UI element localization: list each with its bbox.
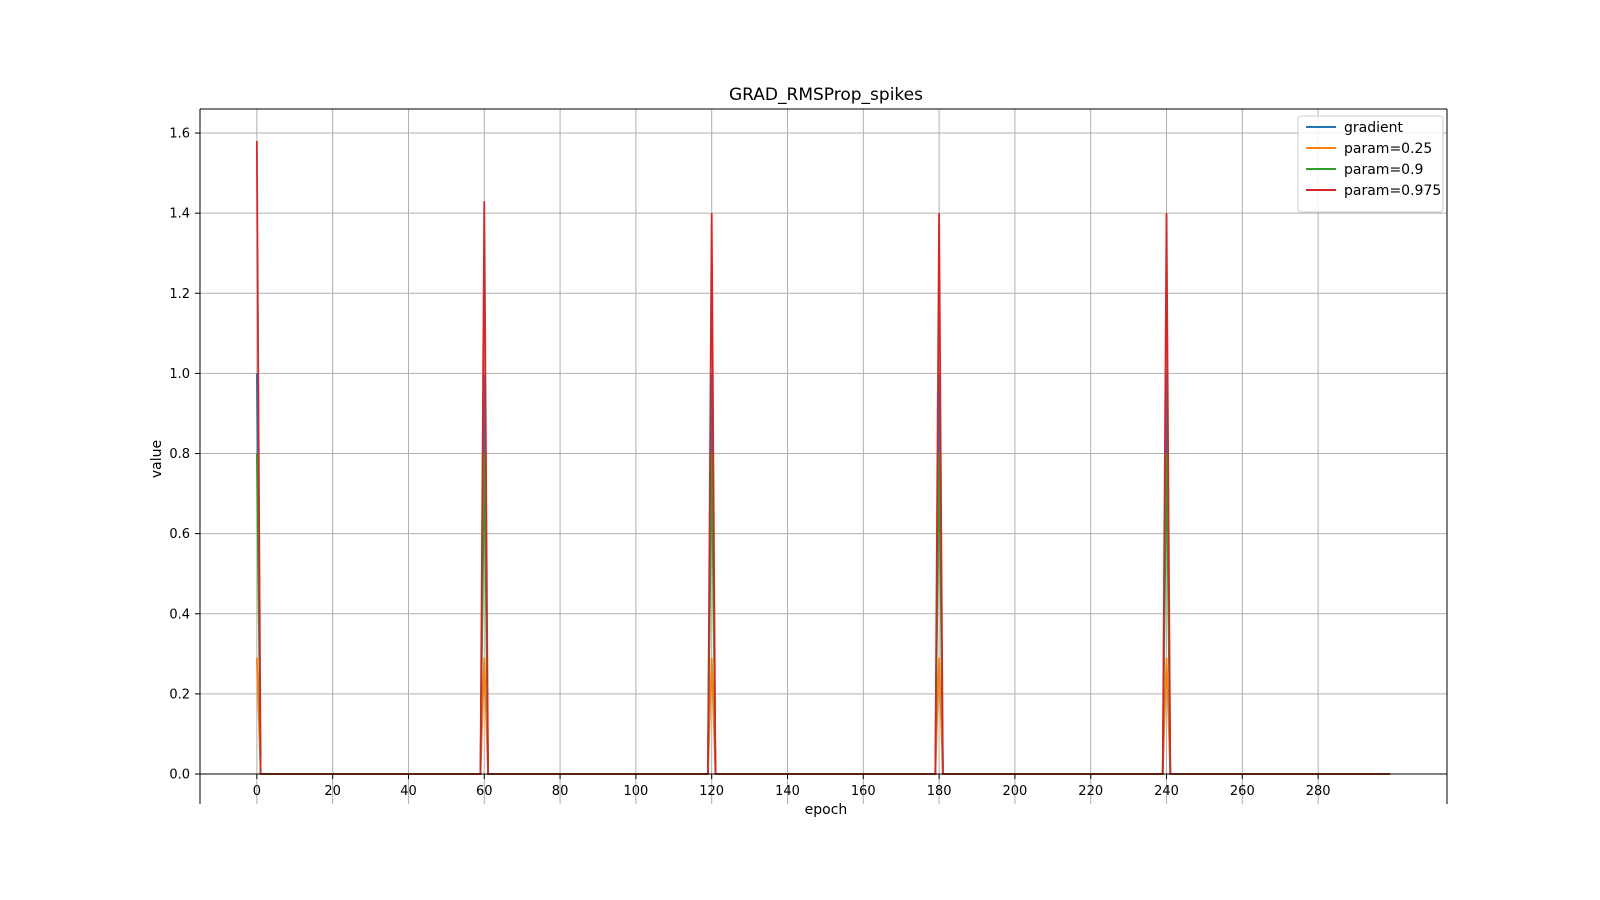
legend-label: param=0.9 (1344, 162, 1423, 178)
x-tick-label: 80 (552, 784, 569, 799)
tick-layer: 0 20 40 60 80 100 120 140 160 180 200 220 240 260 280 0… (169, 127, 1330, 799)
x-tick-label: 240 (1154, 784, 1179, 799)
series-line-param-0-25 (255, 657, 1391, 775)
x-axis-title: epoch (805, 802, 848, 818)
y-tick-label: 1.2 (169, 287, 190, 302)
grid-layer (200, 109, 1447, 804)
x-tick-label: 160 (851, 784, 876, 799)
y-tick-label: 1.0 (169, 367, 190, 382)
x-tick-label: 60 (476, 784, 493, 799)
x-tick-label: 120 (699, 784, 724, 799)
x-tick-label: 40 (400, 784, 417, 799)
x-tick-label: 0 (253, 784, 261, 799)
y-tick-label: 1.6 (169, 127, 190, 142)
legend-label: gradient (1344, 120, 1403, 136)
y-tick-label: 0.6 (169, 527, 190, 542)
x-tick-label: 280 (1306, 784, 1331, 799)
y-tick-label: 0.4 (169, 607, 190, 622)
x-tick-label: 140 (775, 784, 800, 799)
y-tick-label: 0.8 (169, 447, 190, 462)
legend-box (1297, 115, 1444, 213)
legend-label: param=0.25 (1344, 141, 1432, 157)
legend: gradient param=0.25 param=0.9 param=0.975 (1297, 115, 1444, 213)
series-layer (255, 141, 1391, 775)
y-tick-label: 0.0 (169, 768, 190, 783)
x-tick-label: 200 (1002, 784, 1027, 799)
x-tick-label: 220 (1078, 784, 1103, 799)
series-line-gradient (255, 373, 1391, 775)
axes-layer (199, 108, 1448, 804)
x-tick-label: 100 (623, 784, 648, 799)
x-tick-label: 20 (324, 784, 341, 799)
x-tick-label: 260 (1230, 784, 1255, 799)
series-line-param-0-975 (255, 141, 1391, 775)
y-tick-label: 0.2 (169, 687, 190, 702)
x-tick-label: 180 (927, 784, 952, 799)
chart-title: GRAD_RMSProp_spikes (729, 85, 923, 105)
y-tick-label: 1.4 (169, 207, 190, 222)
y-axis-title: value (149, 440, 165, 478)
legend-label: param=0.975 (1344, 183, 1441, 199)
